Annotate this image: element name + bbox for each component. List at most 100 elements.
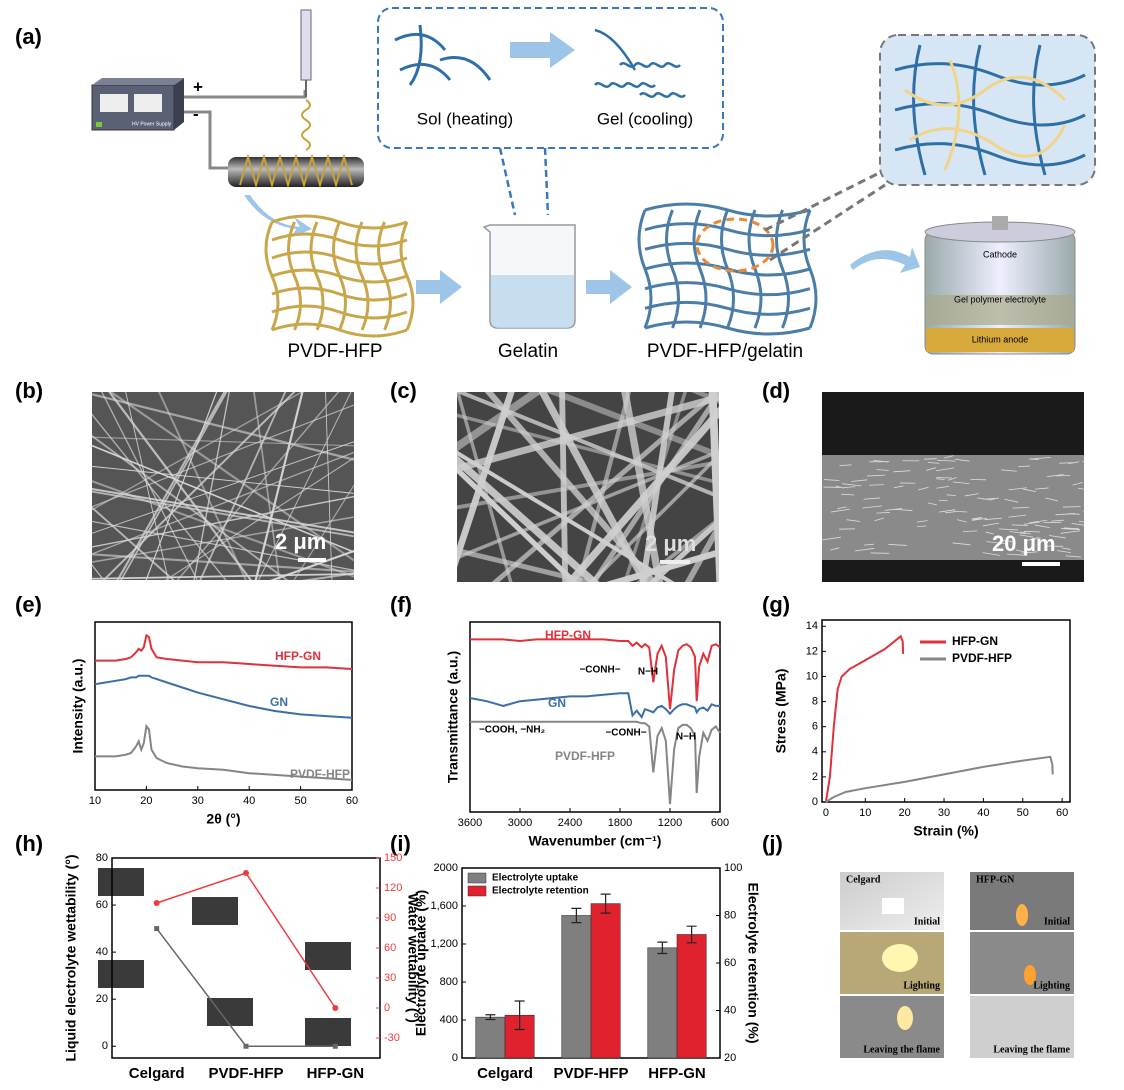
y-axis-title: Liquid electrolyte wettability (°) [63, 854, 79, 1061]
fiber [926, 467, 937, 471]
fiber [1051, 519, 1064, 522]
data-line [95, 633, 353, 670]
fiber [271, 286, 408, 302]
x-tick-label: 20 [899, 807, 911, 819]
terminal [992, 216, 1008, 230]
bar [647, 947, 678, 1059]
fiber [457, 455, 600, 582]
fiber [457, 465, 579, 582]
panel-label: (g) [762, 592, 790, 617]
fiber [108, 392, 253, 580]
y2-axis-title: Electrolyte retention (%) [745, 882, 761, 1043]
data-line [156, 872, 336, 1009]
electrolyte-layer [926, 295, 1074, 325]
x-tick-label: 60 [1056, 807, 1068, 819]
fiber [1012, 506, 1030, 509]
fiber [1057, 550, 1071, 554]
fiber [964, 493, 979, 497]
bar [475, 1016, 506, 1059]
gel-label: Gel (cooling) [597, 109, 693, 128]
panel-label: (h) [15, 831, 43, 856]
photo [305, 1018, 351, 1046]
fiber [937, 459, 956, 462]
x-tick-label: 600 [711, 817, 729, 829]
marker [153, 900, 160, 906]
dashed-connector [543, 147, 550, 216]
fiber [830, 508, 851, 513]
fiber [457, 392, 513, 582]
network [894, 44, 1086, 176]
fiber [977, 497, 992, 501]
photo [192, 897, 238, 925]
fiber [399, 221, 415, 331]
y-tick-label: 400 [440, 1014, 458, 1026]
fiber [1007, 553, 1026, 556]
error-bar [485, 1014, 496, 1021]
jet [301, 99, 311, 151]
fiber [92, 553, 354, 573]
plot-frame [94, 621, 353, 791]
flame [897, 1006, 913, 1030]
fiber [984, 517, 1003, 521]
y-tick-label: 4 [812, 746, 818, 758]
fiber [102, 392, 296, 580]
flame [1024, 965, 1036, 985]
fiber [1071, 522, 1084, 526]
sol-label: Sol (heating) [417, 109, 513, 128]
fiber [863, 543, 874, 546]
data-line [94, 674, 353, 719]
y2-tick-label: 40 [724, 1004, 736, 1016]
photo-caption: Leaving the flame [993, 1044, 1070, 1055]
fiber [271, 304, 408, 320]
scale-bar [660, 560, 690, 564]
legend-label: Electrolyte uptake [492, 873, 579, 884]
fiber [287, 221, 302, 331]
step-label: PVDF-HFP [288, 341, 383, 362]
fiber [258, 392, 352, 580]
fiber [862, 505, 883, 509]
y-tick-label: 20 [96, 993, 108, 1005]
error-bar [600, 893, 611, 914]
fiber [708, 392, 719, 582]
fiber [962, 530, 978, 533]
fiber [775, 209, 790, 329]
fiber [1065, 555, 1082, 558]
fiber [822, 536, 841, 541]
fibers [822, 455, 1084, 558]
gelatin-chains [904, 59, 1067, 171]
fiber [884, 508, 903, 511]
marker [243, 1043, 249, 1049]
fiber [271, 232, 408, 248]
y2-tick-label: 90 [384, 912, 396, 924]
fiber [691, 392, 719, 405]
x-tick-label: 10 [89, 795, 101, 807]
x-tick-label: 50 [1017, 807, 1029, 819]
fiber [559, 392, 569, 582]
fiber [639, 392, 675, 582]
fiber [971, 517, 983, 520]
bar [676, 934, 707, 1059]
x-tick-label: 3600 [458, 817, 482, 829]
x-tick-label: HFP-GN [648, 1065, 706, 1082]
fiber [692, 209, 708, 329]
y-tick-label: 2 [812, 771, 818, 783]
fibers [457, 392, 719, 582]
fiber [893, 485, 904, 489]
gelatin-solution [491, 275, 574, 328]
fiber [1015, 549, 1027, 553]
x-tick-label: Celgard [477, 1065, 533, 1082]
fiber [1018, 465, 1030, 468]
y-axis-title: Transmittance (a.u.) [445, 651, 461, 783]
fiber [125, 392, 169, 580]
photo [305, 942, 351, 970]
x-tick-label: 3000 [508, 817, 532, 829]
fiber [982, 552, 1001, 556]
fiber [1029, 519, 1048, 524]
annotation: −CONH− [605, 728, 646, 739]
scale-bar-label: 20 μm [992, 531, 1056, 556]
error-bar [571, 907, 582, 924]
flame [1016, 904, 1028, 926]
fiber [927, 461, 940, 464]
fiber [457, 450, 675, 582]
